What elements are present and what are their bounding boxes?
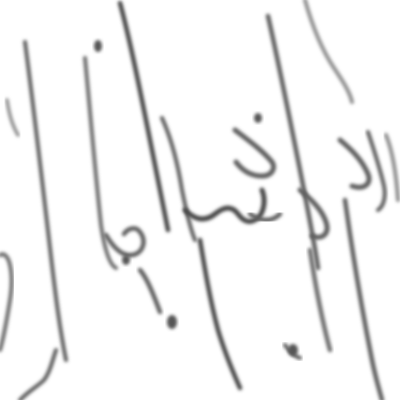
stroke-left-vertical [23, 40, 68, 362]
stroke-central-tall [117, 0, 171, 233]
diacritic-dot-3 [288, 344, 298, 356]
stroke-left-edge-curve [0, 252, 14, 352]
stroke-far-right-loop [337, 137, 372, 190]
stroke-left-bottom-tail [18, 348, 58, 400]
stroke-far-right-vertical [342, 197, 385, 400]
stroke-right-lower [307, 247, 333, 353]
stroke-second-vertical [83, 56, 118, 270]
stroke-right-tall [265, 13, 321, 271]
stroke-center-base [247, 211, 283, 223]
diacritic-dot-2 [167, 315, 177, 329]
stroke-right-loop [297, 187, 330, 240]
stroke-second-tail [137, 267, 163, 315]
stroke-far-right-small [366, 130, 387, 212]
stroke-far-right-edge [384, 133, 400, 202]
stroke-center-body [182, 187, 267, 224]
stroke-central-curve [160, 116, 197, 242]
diacritic-dot-5 [122, 255, 130, 265]
stroke-far-right-top-curve [303, 0, 354, 104]
stroke-center-vertical-long [197, 237, 243, 391]
stroke-center-hump [232, 127, 277, 179]
stroke-second-loop [103, 226, 146, 258]
diacritic-dot-1 [94, 40, 102, 52]
stroke-left-hook [5, 98, 20, 137]
diacritic-dot-4 [254, 113, 262, 123]
